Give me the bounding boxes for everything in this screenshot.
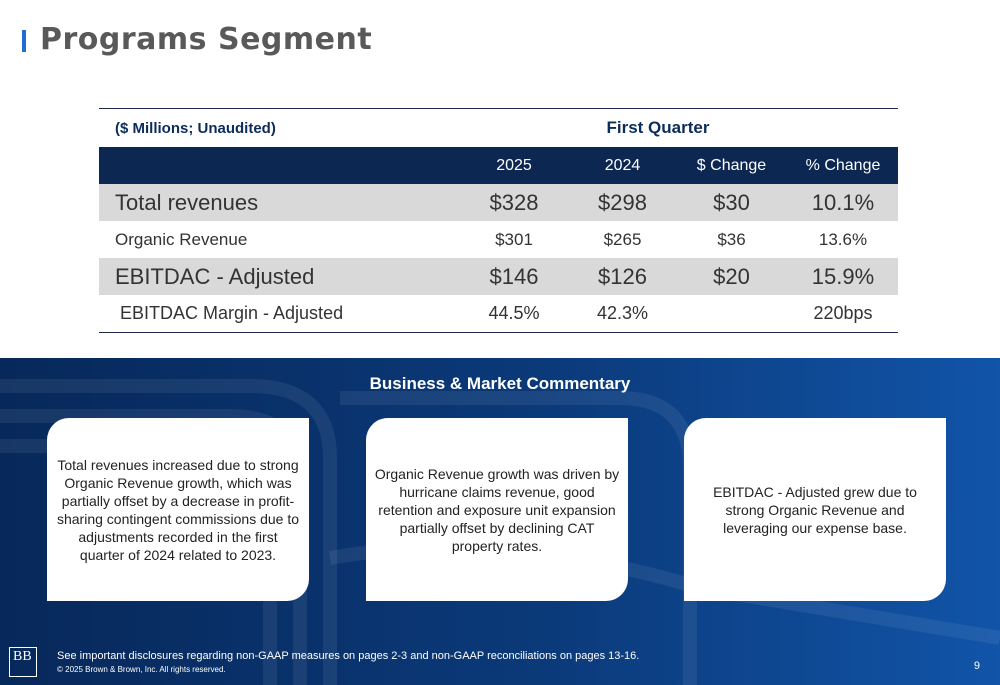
- table-row-ebitdac-adjusted: EBITDAC - Adjusted $146 $126 $20 15.9%: [99, 258, 898, 295]
- table-row-ebitdac-margin: EBITDAC Margin - Adjusted 44.5% 42.3% 22…: [99, 295, 898, 332]
- cell-percent-change: 13.6%: [818, 229, 868, 249]
- cell-2024: $298: [598, 189, 647, 215]
- row-label: Organic Revenue: [115, 229, 248, 249]
- commentary-title: Business & Market Commentary: [369, 374, 631, 393]
- cell-2025: $328: [489, 189, 539, 215]
- commentary-card-revenues: Total revenues increased due to strong O…: [47, 418, 309, 601]
- column-header-percent-change: % Change: [805, 156, 881, 174]
- cell-2025: $301: [495, 229, 533, 249]
- title-accent-bar: [22, 30, 26, 52]
- cell-dollar-change: $20: [713, 263, 750, 289]
- financial-table: ($ Millions; Unaudited) First Quarter 20…: [99, 108, 898, 333]
- cell-2025: 44.5%: [488, 303, 540, 323]
- row-label: EBITDAC - Adjusted: [115, 263, 315, 289]
- cell-2025: $146: [489, 263, 539, 289]
- row-label: EBITDAC Margin - Adjusted: [120, 303, 344, 323]
- column-header-2025: 2025: [496, 156, 532, 174]
- cell-percent-change: 220bps: [813, 303, 873, 323]
- cell-2024: $126: [598, 263, 647, 289]
- period-label: First Quarter: [606, 118, 710, 137]
- copyright-note: © 2025 Brown & Brown, Inc. All rights re…: [57, 665, 226, 674]
- commentary-card-organic-revenue: Organic Revenue growth was driven by hur…: [366, 418, 628, 601]
- unit-label: ($ Millions; Unaudited): [115, 119, 276, 137]
- company-logo: BB: [9, 647, 37, 677]
- table-header-row: ($ Millions; Unaudited) First Quarter: [99, 109, 898, 147]
- cell-dollar-change: $36: [717, 229, 746, 249]
- card-text: Organic Revenue growth was driven by hur…: [374, 465, 620, 554]
- commentary-panel: Business & Market Commentary Total reven…: [0, 358, 1000, 685]
- cell-dollar-change: $30: [713, 189, 750, 215]
- cell-percent-change: 15.9%: [811, 263, 875, 289]
- table-row-organic-revenue: Organic Revenue $301 $265 $36 13.6%: [99, 221, 898, 258]
- column-header-2024: 2024: [604, 156, 641, 174]
- cell-percent-change: 10.1%: [811, 189, 875, 215]
- card-text: Total revenues increased due to strong O…: [56, 456, 300, 563]
- cell-2024: 42.3%: [596, 303, 649, 323]
- column-header-row: 2025 2024 $ Change % Change: [99, 147, 898, 184]
- page-title: Programs Segment: [40, 22, 373, 57]
- cell-2024: $265: [603, 229, 642, 249]
- card-text: EBITDAC - Adjusted grew due to strong Or…: [713, 483, 917, 536]
- row-label: Total revenues: [115, 189, 259, 215]
- disclosure-note: See important disclosures regarding non-…: [57, 650, 640, 662]
- table-row-total-revenues: Total revenues $328 $298 $30 10.1%: [99, 184, 898, 221]
- column-header-dollar-change: $ Change: [696, 156, 767, 174]
- logo-lettering: BB: [13, 649, 32, 664]
- commentary-card-ebitdac: EBITDAC - Adjusted grew due to strong Or…: [684, 418, 946, 601]
- page-number: 9: [973, 660, 980, 672]
